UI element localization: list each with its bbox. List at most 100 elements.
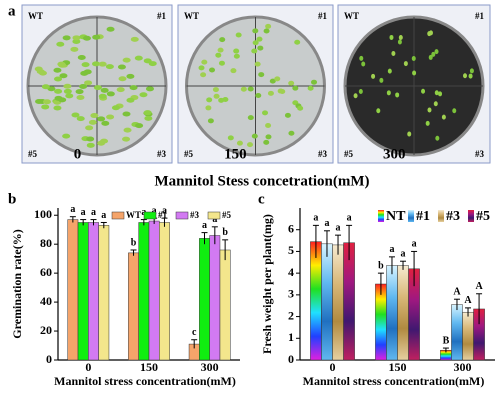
x-tick-label: 300 (201, 360, 219, 374)
seedling (233, 48, 240, 54)
seedling (297, 105, 304, 111)
seedling (100, 138, 109, 144)
seedling (403, 61, 408, 67)
seedling (434, 90, 439, 96)
significance-letter: a (152, 205, 157, 216)
legend-swatch (468, 210, 474, 222)
y-axis-label: Gremination rate(%) (10, 229, 24, 338)
seedling (92, 34, 101, 40)
seedling (57, 61, 66, 67)
seedling (435, 135, 440, 141)
seedling (215, 52, 222, 58)
seedling (386, 90, 391, 96)
seedling (294, 39, 301, 45)
x-tick-label: 0 (85, 360, 91, 374)
plate-label: #5 (344, 149, 354, 159)
seedling (88, 119, 97, 125)
seedling (62, 133, 71, 139)
seedling (353, 93, 358, 99)
seedling (101, 120, 110, 126)
seedling (230, 68, 237, 74)
significance-letter: b (131, 237, 137, 248)
plate-label: #3 (157, 149, 167, 159)
seedling (122, 57, 131, 63)
bar (77, 222, 89, 361)
seedling (262, 110, 269, 116)
seedling (100, 87, 109, 93)
seedling (54, 88, 63, 94)
seedling (256, 36, 263, 42)
seedling (200, 72, 207, 78)
seedling (59, 73, 68, 79)
plate-concentration: 300 (383, 146, 406, 162)
seedling (288, 130, 295, 136)
seedling (387, 68, 392, 74)
x-tick-label: 150 (140, 360, 158, 374)
seedling (41, 104, 50, 110)
seedling (213, 93, 220, 99)
bar (386, 265, 398, 361)
seedling (263, 139, 270, 145)
seedling (361, 61, 366, 67)
seedling (397, 39, 402, 45)
significance-letter: A (453, 286, 461, 297)
seedling (258, 72, 265, 78)
seedling (86, 136, 95, 142)
seedling (389, 34, 394, 40)
seedling (71, 112, 80, 118)
seedling (98, 61, 107, 67)
legend-label: #1 (158, 210, 168, 220)
y-tick-label: 2 (288, 308, 294, 322)
bar (209, 235, 221, 361)
significance-letter: B (443, 335, 450, 346)
seedling (452, 108, 457, 114)
significance-letter: a (324, 218, 329, 229)
significance-letter: a (91, 207, 96, 218)
significance-letter: a (313, 213, 318, 224)
seedling (41, 84, 50, 90)
seedling (240, 86, 247, 92)
seedling (412, 70, 417, 76)
seedling (206, 97, 213, 103)
seedling (70, 46, 79, 52)
seedling (35, 98, 44, 104)
seedling (72, 35, 81, 41)
seedling (257, 45, 264, 51)
seedling (76, 116, 85, 122)
bar (462, 311, 474, 361)
bar (98, 225, 110, 361)
seedling (274, 76, 281, 82)
seedling (143, 58, 152, 64)
seedling (72, 38, 81, 44)
seedling (434, 49, 439, 55)
plate-label: WT (344, 11, 359, 21)
seedling (134, 55, 143, 61)
significance-letter: a (101, 210, 106, 221)
significance-letter: A (475, 281, 483, 292)
seedling (227, 135, 234, 141)
seedling (431, 51, 436, 57)
y-tick-label: 3 (288, 287, 294, 301)
seedling (233, 53, 240, 59)
seedling (254, 61, 261, 67)
seedling (63, 83, 72, 89)
seedling (97, 116, 106, 122)
seedling (106, 91, 115, 97)
seedling (135, 123, 144, 129)
seedling (130, 36, 139, 42)
legend-swatch (408, 210, 414, 222)
bar (397, 265, 409, 361)
seedling (56, 41, 65, 47)
seedling (105, 64, 114, 70)
legend-label: #3 (190, 210, 200, 220)
seedling (251, 48, 258, 54)
y-tick-label: 5 (288, 243, 294, 257)
y-tick-label: 0 (288, 352, 294, 366)
seedling (207, 118, 214, 124)
seedling (58, 97, 67, 103)
seedling (106, 114, 115, 120)
seedling (85, 125, 94, 131)
seedling (395, 92, 400, 98)
seedling (122, 136, 131, 142)
seedling (376, 108, 381, 114)
